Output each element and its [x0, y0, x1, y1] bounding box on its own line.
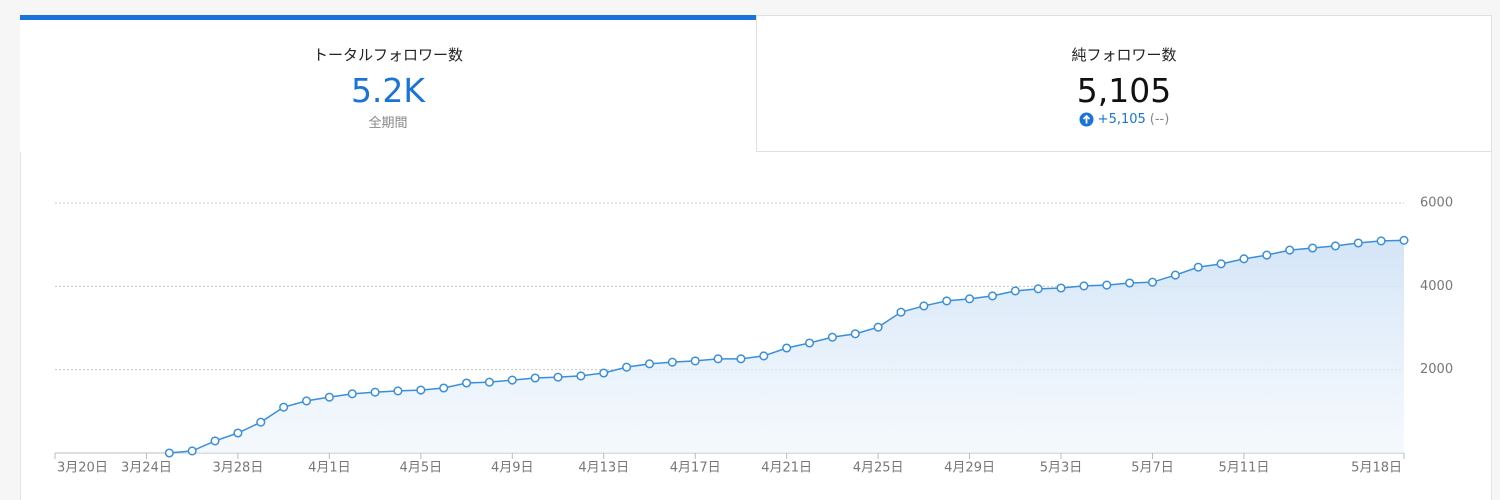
point — [530, 373, 540, 383]
point — [599, 368, 609, 378]
point — [370, 387, 380, 397]
point — [827, 332, 837, 342]
point — [393, 386, 403, 396]
x-tick-label: 4月5日 — [400, 461, 443, 476]
y-tick-label: 4000 — [1420, 279, 1453, 294]
point — [484, 377, 494, 387]
point — [1147, 277, 1158, 287]
card-value: 5.2K — [350, 71, 426, 110]
change: +5,105 (--) — [757, 112, 1491, 127]
x-tick-label: 4月1日 — [308, 461, 351, 476]
point — [1239, 254, 1249, 264]
x-tick-label: 3月20日 — [57, 461, 108, 476]
x-tick-label: 4月21日 — [761, 461, 812, 476]
point — [804, 338, 815, 348]
change-value: +5,105 — [1097, 112, 1146, 127]
point — [1216, 259, 1226, 269]
card-title: 純フォロワー数 — [1071, 46, 1177, 64]
point — [507, 375, 517, 385]
x-tick-label: 4月29日 — [944, 461, 995, 476]
x-tick-label: 3月24日 — [121, 461, 172, 476]
point — [1330, 241, 1340, 251]
point — [256, 417, 266, 427]
point — [1307, 243, 1318, 253]
point — [462, 378, 472, 388]
point — [1033, 284, 1043, 294]
x-tick-label: 5月18日 — [1351, 461, 1402, 476]
point — [965, 294, 975, 304]
x-tick-label: 4月9日 — [491, 461, 534, 476]
area — [169, 240, 1405, 453]
tab-card[interactable]: トータルフォロワー数 5.2K 全期間 — [20, 15, 756, 152]
point — [1262, 250, 1272, 260]
point — [873, 322, 883, 332]
point — [439, 383, 449, 393]
point — [233, 428, 243, 438]
point — [667, 357, 677, 367]
x-tick-label: 4月17日 — [670, 461, 721, 476]
change-note: (--) — [1149, 112, 1170, 127]
point — [690, 356, 700, 366]
point — [347, 389, 357, 399]
point — [1056, 283, 1066, 293]
point — [301, 396, 312, 406]
point — [622, 362, 632, 372]
point — [187, 446, 197, 456]
x-tick-label: 4月13日 — [578, 461, 629, 476]
point — [1010, 286, 1020, 296]
card-value: 5,105 — [1076, 71, 1172, 110]
point — [987, 291, 997, 301]
x-tick-label: 5月7日 — [1131, 461, 1174, 476]
point — [416, 385, 426, 395]
point — [782, 343, 792, 353]
point — [553, 372, 563, 382]
point — [759, 351, 769, 361]
point — [644, 359, 655, 369]
point — [1376, 236, 1386, 246]
point — [1353, 238, 1363, 248]
y-tick-label: 2000 — [1420, 362, 1453, 377]
x-tick-label: 5月11日 — [1219, 461, 1270, 476]
point — [919, 301, 929, 311]
y-tick-label: 6000 — [1420, 196, 1453, 211]
x-tick-label: 3月28日 — [213, 461, 264, 476]
x-tick-label: 4月25日 — [853, 461, 904, 476]
point — [1079, 281, 1089, 291]
point — [942, 296, 952, 306]
card-sub: 全期間 — [368, 116, 408, 131]
point — [1125, 278, 1135, 288]
point — [1170, 270, 1180, 280]
point — [1193, 262, 1203, 272]
point — [896, 307, 906, 317]
up-icon — [1079, 112, 1094, 127]
point — [164, 448, 174, 458]
point — [1102, 280, 1112, 290]
point — [1285, 245, 1295, 255]
point — [1399, 235, 1409, 245]
point — [576, 371, 586, 381]
point — [279, 402, 289, 412]
point — [210, 436, 220, 446]
point — [850, 329, 860, 339]
x-tick-label: 5月3日 — [1040, 461, 1083, 476]
point — [324, 392, 334, 402]
tab-card[interactable]: 純フォロワー数 5,105 +5,105 (--) — [756, 15, 1492, 152]
point — [736, 354, 746, 364]
point — [713, 354, 723, 364]
card-title: トータルフォロワー数 — [312, 46, 463, 64]
